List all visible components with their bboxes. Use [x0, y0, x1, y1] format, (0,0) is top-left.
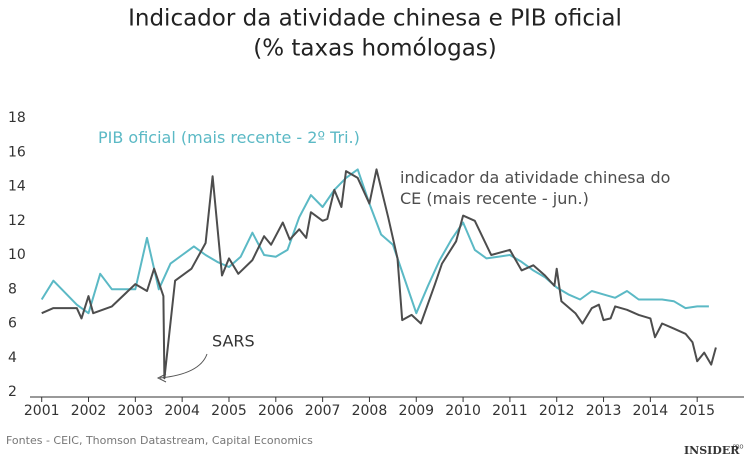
x-tick-label: 2014 — [633, 403, 669, 419]
chart-title: Indicador da atividade chinesa e PIB ofi… — [128, 6, 622, 32]
y-tick-label: 18 — [8, 110, 26, 126]
x-tick-label: 2002 — [71, 403, 107, 419]
x-tick-label: 2011 — [492, 403, 528, 419]
x-tick-label: 2013 — [586, 403, 622, 419]
y-tick-label: 2 — [8, 384, 17, 400]
annotation: SARS — [212, 332, 255, 351]
source: Fontes - CEIC, Thomson Datastream, Capit… — [6, 434, 313, 447]
y-tick-label: 6 — [8, 316, 17, 332]
y-tick-label: 4 — [8, 350, 17, 366]
y-tick-label: 12 — [8, 213, 26, 229]
x-tick-label: 2006 — [258, 403, 294, 419]
series-label: PIB oficial (mais recente - 2º Tri.) — [98, 128, 360, 147]
annotation-arrowhead — [156, 373, 167, 383]
logo: INSIDER — [684, 444, 740, 457]
x-tick-label: 2010 — [445, 403, 481, 419]
x-tick-label: 2001 — [24, 403, 60, 419]
y-tick-label: 8 — [8, 281, 17, 297]
series-line — [41, 168, 717, 380]
x-tick-label: 2004 — [164, 403, 200, 419]
series-line — [40, 168, 709, 315]
logo-sup: PRO — [733, 445, 743, 451]
x-tick-label: 2007 — [305, 403, 341, 419]
chart-subtitle: (% taxas homólogas) — [253, 36, 497, 62]
x-tick-label: 2015 — [679, 403, 715, 419]
annotation-arrow — [159, 353, 208, 379]
y-tick-label: 16 — [8, 144, 26, 160]
x-tick-label: 2005 — [211, 403, 247, 419]
x-tick-label: 2008 — [352, 403, 388, 419]
x-tick-label: 2009 — [398, 403, 434, 419]
y-tick-label: 10 — [8, 247, 26, 263]
series-label: indicador da atividade chinesa do CE (ma… — [400, 168, 671, 208]
y-tick-label: 14 — [8, 179, 26, 195]
x-tick-label: 2012 — [539, 403, 575, 419]
x-tick-label: 2003 — [118, 403, 154, 419]
